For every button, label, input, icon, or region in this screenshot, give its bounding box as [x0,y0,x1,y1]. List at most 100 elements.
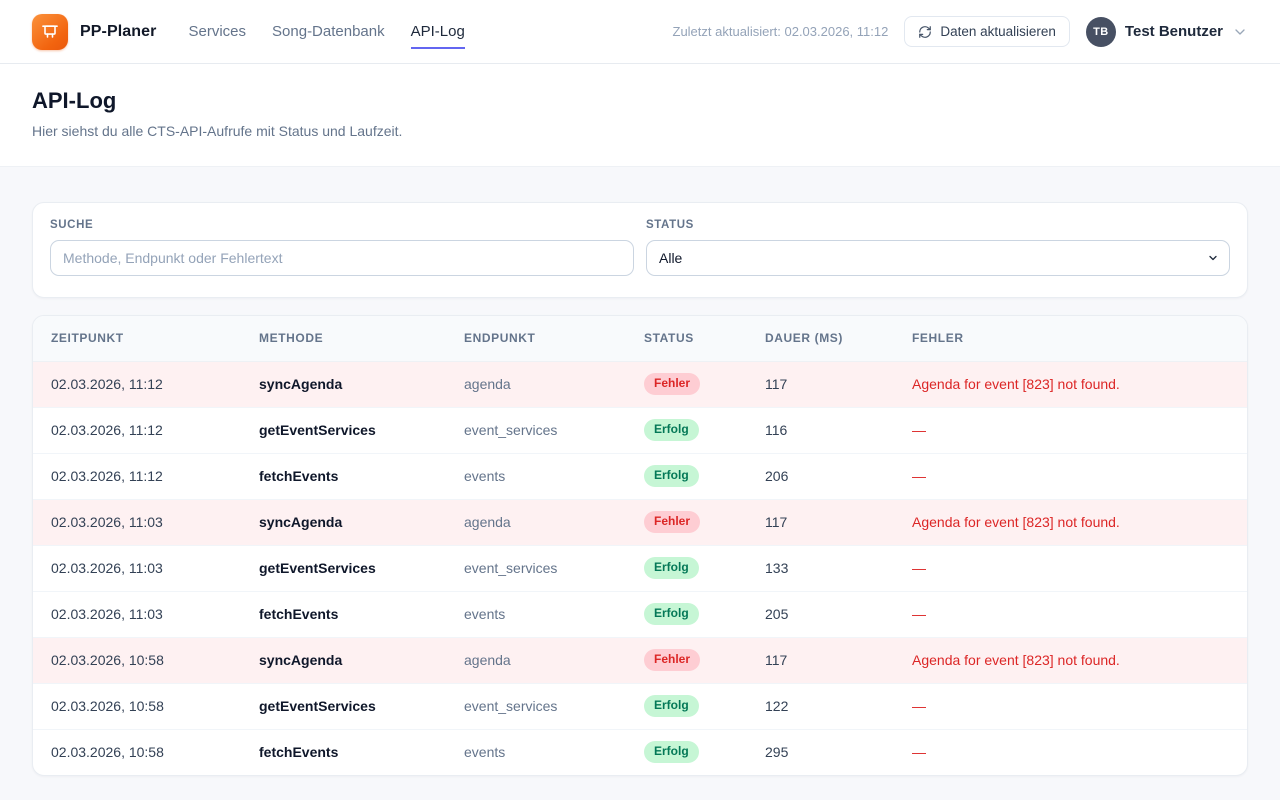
table-row: 02.03.2026, 11:03 getEventServices event_s… [33,544,1247,591]
main-nav: Services Song-Datenbank API-Log [189,15,465,49]
nav-link-api-log[interactable]: API-Log [410,15,465,49]
table-body: 02.03.2026, 11:12 syncAgenda agenda Fehler 1… [33,361,1247,775]
table-row: 02.03.2026, 11:03 syncAgenda agenda Fehler 1… [33,498,1247,545]
api-log-table-card: ZEITPUNKT METHODE ENDPUNKT STATUS DAUER … [32,315,1248,776]
presentation-icon [40,22,60,42]
table-row: 02.03.2026, 11:03 fetchEvents events Erfolg… [33,590,1247,637]
page-title: API-Log [32,88,117,113]
cell-timestamp: 02.03.2026, 11:03 [33,590,259,637]
main-content: SUCHE STATUS Alle [0,167,1280,776]
cell-timestamp: 02.03.2026, 11:03 [33,498,259,545]
cell-status: Erfolg [644,406,765,453]
search-label: SUCHE [50,219,94,231]
cell-endpoint: events [464,590,644,637]
cell-endpoint: event_services [464,544,644,591]
cell-duration: 117 [765,498,912,545]
cell-error: — [912,452,1247,499]
avatar: TB [1085,16,1116,47]
table-row: 02.03.2026, 10:58 fetchEvents events Erfolg… [33,728,1247,775]
cell-method: syncAgenda [259,361,464,407]
user-name: Test Benutzer [1124,23,1223,40]
search-input[interactable] [50,240,634,276]
chevron-down-icon [1232,24,1248,40]
search-filter: SUCHE [50,219,634,276]
table-header-row: ZEITPUNKT METHODE ENDPUNKT STATUS DAUER … [33,316,1247,362]
status-select[interactable]: Alle [646,240,1230,276]
cell-status: Fehler [644,361,765,407]
cell-duration: 205 [765,590,912,637]
cell-timestamp: 02.03.2026, 11:12 [33,361,259,407]
cell-error: Agenda for event [823] not found. [912,636,1247,683]
cell-endpoint: agenda [464,498,644,545]
cell-timestamp: 02.03.2026, 11:12 [33,452,259,499]
cell-status: Erfolg [644,682,765,729]
navbar: PP-Planer Services Song-Datenbank API-Lo… [0,0,1280,64]
column-header-fehler: FEHLER [912,316,1247,362]
refresh-button-label: Daten aktualisieren [940,24,1056,39]
cell-duration: 116 [765,406,912,453]
nav-link-song-datenbank[interactable]: Song-Datenbank [272,22,385,40]
cell-endpoint: agenda [464,636,644,683]
cell-error: — [912,406,1247,453]
cell-error: Agenda for event [823] not found. [912,498,1247,545]
status-badge: Erfolg [644,603,699,625]
cell-method: syncAgenda [259,636,464,683]
cell-error: — [912,590,1247,637]
cell-endpoint: events [464,728,644,775]
cell-duration: 295 [765,728,912,775]
cell-timestamp: 02.03.2026, 10:58 [33,682,259,729]
refresh-icon [918,25,932,39]
cell-endpoint: event_services [464,406,644,453]
cell-duration: 133 [765,544,912,591]
cell-status: Erfolg [644,728,765,775]
column-header-status: STATUS [644,316,765,362]
cell-error: Agenda for event [823] not found. [912,361,1247,407]
cell-timestamp: 02.03.2026, 10:58 [33,728,259,775]
cell-timestamp: 02.03.2026, 10:58 [33,636,259,683]
cell-method: fetchEvents [259,590,464,637]
cell-status: Fehler [644,636,765,683]
cell-endpoint: events [464,452,644,499]
table-row: 02.03.2026, 10:58 syncAgenda agenda Fehler 1… [33,636,1247,683]
status-badge: Erfolg [644,419,699,441]
table-row: 02.03.2026, 11:12 fetchEvents events Erfolg… [33,452,1247,499]
user-menu[interactable]: TB Test Benutzer [1085,16,1248,47]
status-badge: Erfolg [644,465,699,487]
cell-method: getEventServices [259,406,464,453]
cell-endpoint: event_services [464,682,644,729]
cell-duration: 117 [765,636,912,683]
refresh-data-button[interactable]: Daten aktualisieren [904,16,1070,47]
api-log-table: ZEITPUNKT METHODE ENDPUNKT STATUS DAUER … [33,316,1247,775]
cell-duration: 206 [765,452,912,499]
status-filter: STATUS Alle [646,219,1230,276]
cell-error: — [912,728,1247,775]
filter-card: SUCHE STATUS Alle [32,202,1248,298]
status-badge: Fehler [644,511,701,533]
nav-link-services[interactable]: Services [188,22,247,40]
status-label: STATUS [646,219,694,231]
cell-endpoint: agenda [464,361,644,407]
status-badge: Fehler [644,373,701,395]
status-badge: Erfolg [644,695,699,717]
brand: PP-Planer [32,13,157,50]
status-badge: Fehler [644,649,701,671]
brand-name: PP-Planer [80,22,157,40]
last-updated-text: Zuletzt aktualisiert: 02.03.2026, 11:12 [672,24,889,39]
cell-timestamp: 02.03.2026, 11:03 [33,544,259,591]
table-row: 02.03.2026, 11:12 syncAgenda agenda Fehler 1… [33,361,1247,407]
page-subtitle: Hier siehst du alle CTS-API-Aufrufe mit … [32,123,403,139]
cell-method: syncAgenda [259,498,464,545]
page-header: API-Log Hier siehst du alle CTS-API-Aufr… [0,64,1280,167]
cell-timestamp: 02.03.2026, 11:12 [33,406,259,453]
cell-error: — [912,682,1247,729]
cell-error: — [912,544,1247,591]
cell-status: Fehler [644,498,765,545]
cell-method: fetchEvents [259,728,464,775]
status-badge: Erfolg [644,557,699,579]
table-row: 02.03.2026, 10:58 getEventServices event_s… [33,682,1247,729]
status-badge: Erfolg [644,741,699,764]
cell-status: Erfolg [644,590,765,637]
cell-status: Erfolg [644,452,765,499]
cell-method: getEventServices [259,544,464,591]
cell-duration: 122 [765,682,912,729]
